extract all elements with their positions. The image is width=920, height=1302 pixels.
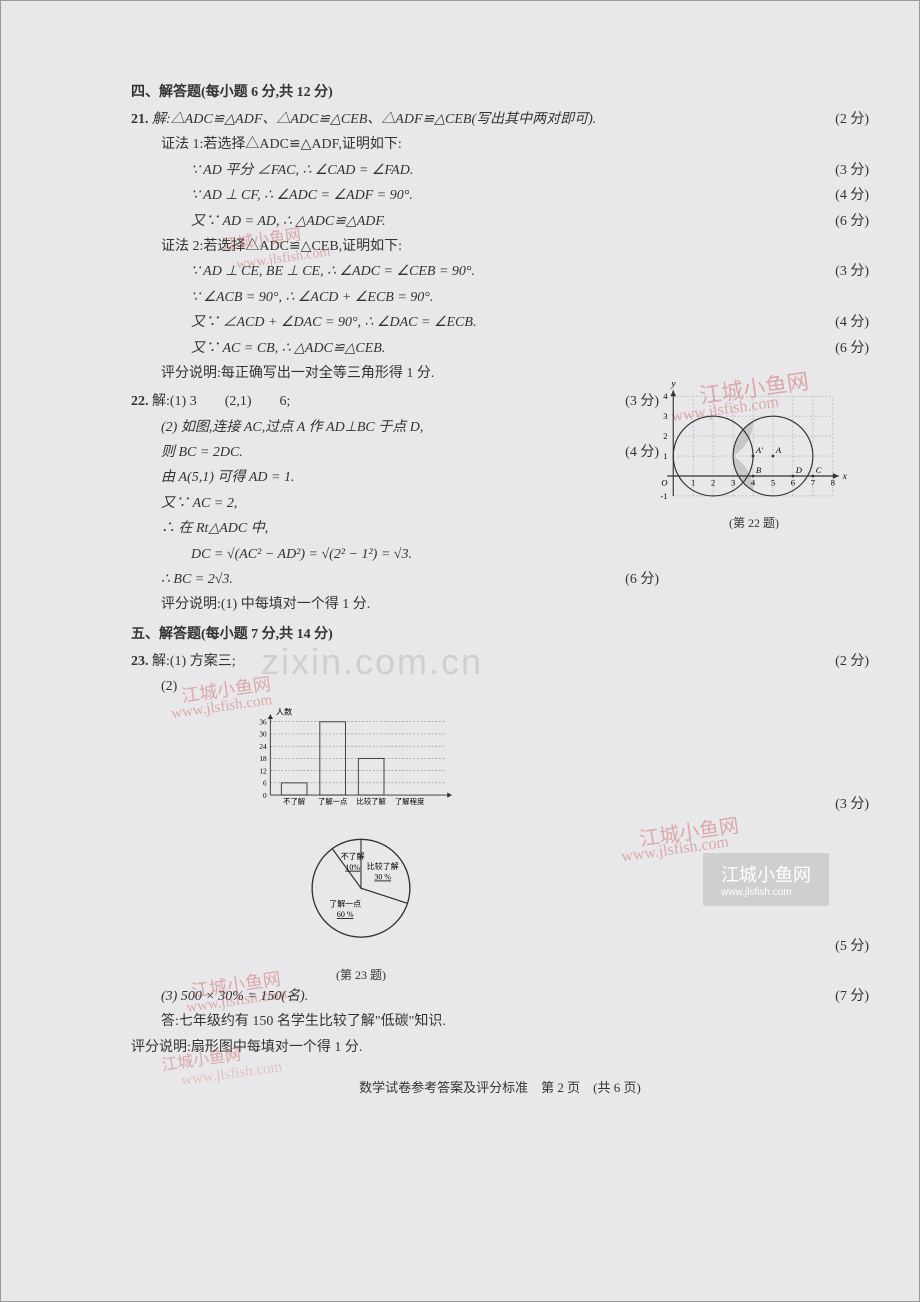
q21-m1-l2: ∵ AD ⊥ CF, ∴ ∠ADC = ∠ADF = 90°. xyxy=(191,185,835,207)
svg-text:30 %: 30 % xyxy=(374,872,391,881)
svg-text:7: 7 xyxy=(811,478,816,488)
q21: 21. 解:△ADC≌△ADF、△ADC≌△CEB、△ADF≌△CEB(写出其中… xyxy=(131,109,869,385)
q22-p2-l2: 则 BC = 2DC. xyxy=(161,442,625,464)
svg-text:2: 2 xyxy=(711,478,715,488)
svg-text:比较了解: 比较了解 xyxy=(357,797,387,806)
q21-main: 21. 解:△ADC≌△ADF、△ADC≌△CEB、△ADF≌△CEB(写出其中… xyxy=(131,109,835,131)
watermark-bottom-box: 江城小鱼网 www.jlsfish.com xyxy=(703,853,829,906)
svg-text:4: 4 xyxy=(751,478,756,488)
pie-chart: 比较了解30 % 了解一点 60 % 不了解 10% xyxy=(281,826,441,956)
q22-p2-l7-score: (6 分) xyxy=(625,569,869,591)
q22: 22. 解:(1) 3 (2,1) 6; (3 分) (2) 如图,连接 AC,… xyxy=(131,391,869,617)
svg-text:O: O xyxy=(661,478,667,488)
q21-m2-title: 证法 2:若选择△ADC≌△CEB,证明如下: xyxy=(161,236,869,258)
svg-text:3: 3 xyxy=(663,411,667,421)
page-footer: 数学试卷参考答案及评分标准 第 2 页 (共 6 页) xyxy=(131,1077,869,1096)
svg-text:A': A' xyxy=(755,445,763,455)
svg-text:18: 18 xyxy=(259,754,267,763)
q21-m1-l3: 又∵ AD = AD, ∴ △ADC≌△ADF. xyxy=(191,211,835,233)
page: zixin.com.cn 江城小鱼网 www.jlsfish.com 江城小鱼网… xyxy=(0,0,920,1302)
svg-text:2: 2 xyxy=(663,431,667,441)
q21-m2-l1-score: (3 分) xyxy=(835,261,869,283)
svg-text:人数: 人数 xyxy=(276,708,292,716)
svg-text:不了解: 不了解 xyxy=(283,797,306,806)
svg-text:C: C xyxy=(816,465,822,475)
grid-svg: 1 2 3 4 5 6 7 8 1 2 3 4 -1 Ox y A' B A D C xyxy=(659,381,849,505)
svg-text:比较了解: 比较了解 xyxy=(367,861,399,871)
q21-m2-l2: ∵ ∠ACB = 90°, ∴ ∠ACD + ∠ECB = 90°. xyxy=(191,287,869,309)
q23-caption: (第 23 题) xyxy=(271,966,451,983)
q22-note: 评分说明:(1) 中每填对一个得 1 分. xyxy=(161,594,869,616)
svg-text:B: B xyxy=(756,465,762,475)
svg-text:3: 3 xyxy=(731,478,735,488)
q21-m1-l1-score: (3 分) xyxy=(835,160,869,182)
q21-m2-l4: 又∵ AC = CB, ∴ △ADC≌△CEB. xyxy=(191,338,835,360)
section5-title: 五、解答题(每小题 7 分,共 14 分) xyxy=(131,623,869,643)
q23-part1-score: (2 分) xyxy=(835,651,869,673)
svg-text:30: 30 xyxy=(259,729,267,738)
svg-text:1: 1 xyxy=(663,451,667,461)
q23-part1: 23. 解:(1) 方案三; xyxy=(131,651,835,673)
pie-svg: 比较了解30 % 了解一点 60 % 不了解 10% xyxy=(281,826,441,950)
watermark-bottom-main: 江城小鱼网 xyxy=(721,865,811,885)
q21-m1-l3-score: (6 分) xyxy=(835,211,869,233)
svg-text:12: 12 xyxy=(259,766,267,775)
svg-text:-1: -1 xyxy=(660,491,667,501)
svg-text:了解一点: 了解一点 xyxy=(318,797,347,806)
q21-m1-l1: ∵ AD 平分 ∠FAC, ∴ ∠CAD = ∠FAD. xyxy=(191,160,835,182)
q21-m1-l2-score: (4 分) xyxy=(835,185,869,207)
q21-m2-l3-score: (4 分) xyxy=(835,312,869,334)
q22-part1: 22. 解:(1) 3 (2,1) 6; xyxy=(131,391,625,413)
svg-text:4: 4 xyxy=(663,391,668,401)
section4-title: 四、解答题(每小题 6 分,共 12 分) xyxy=(131,81,869,101)
svg-text:A: A xyxy=(775,445,782,455)
q21-m1-title: 证法 1:若选择△ADC≌△ADF,证明如下: xyxy=(161,134,869,156)
bar-svg: 0 6 12 18 24 30 36 人数不了解 了解一点 比较了解了解程度 xyxy=(241,708,461,809)
svg-text:了解一点: 了解一点 xyxy=(329,898,361,908)
pie-score: (5 分) xyxy=(835,936,869,958)
svg-text:24: 24 xyxy=(259,742,267,751)
q23-part2-label: (2) xyxy=(161,676,869,698)
svg-text:不了解: 不了解 xyxy=(341,851,365,861)
q23-note: 评分说明:扇形图中每填对一个得 1 分. xyxy=(131,1037,869,1059)
svg-text:了解程度: 了解程度 xyxy=(395,797,425,806)
q22-p2-l6: DC = √(AC² − AD²) = √(2² − 1²) = √3. xyxy=(191,544,869,566)
q23-part3-score: (7 分) xyxy=(835,986,869,1008)
svg-text:D: D xyxy=(795,465,803,475)
q21-m2-l4-score: (6 分) xyxy=(835,338,869,360)
svg-text:x: x xyxy=(842,472,848,482)
q23-answer: 答:七年级约有 150 名学生比较了解"低碳"知识. xyxy=(161,1011,869,1033)
svg-text:10%: 10% xyxy=(345,863,360,872)
svg-text:y: y xyxy=(670,381,676,389)
q22-p2-l7: ∴ BC = 2√3. xyxy=(161,569,625,591)
svg-text:8: 8 xyxy=(831,478,835,488)
q21-main-score: (2 分) xyxy=(835,109,869,131)
q22-figure: 123456781234-1OxyA'BADC (第 22 题) xyxy=(659,381,849,511)
q21-m2-l3: 又∵ ∠ACD + ∠DAC = 90°, ∴ ∠DAC = ∠ECB. xyxy=(191,312,835,334)
svg-text:6: 6 xyxy=(791,478,796,488)
svg-text:1: 1 xyxy=(691,478,695,488)
content: zixin.com.cn 江城小鱼网 www.jlsfish.com 江城小鱼网… xyxy=(131,81,869,1096)
bar-chart: 0 6 12 18 24 30 36 人数不了解 了解一点 比较了解了解程度 xyxy=(241,708,461,808)
svg-text:5: 5 xyxy=(771,478,775,488)
bar-score: (3 分) xyxy=(835,794,869,816)
svg-text:0: 0 xyxy=(263,790,267,799)
q21-m2-l1: ∵ AD ⊥ CE, BE ⊥ CE, ∴ ∠ADC = ∠CEB = 90°. xyxy=(191,261,835,283)
watermark-bottom-sub: www.jlsfish.com xyxy=(721,887,811,898)
svg-text:6: 6 xyxy=(263,778,267,787)
svg-text:36: 36 xyxy=(259,717,267,726)
q23-part3: (3) 500 × 30% = 150(名). xyxy=(161,986,835,1008)
svg-text:60 %: 60 % xyxy=(337,910,354,919)
q22-caption: (第 22 题) xyxy=(659,514,849,531)
